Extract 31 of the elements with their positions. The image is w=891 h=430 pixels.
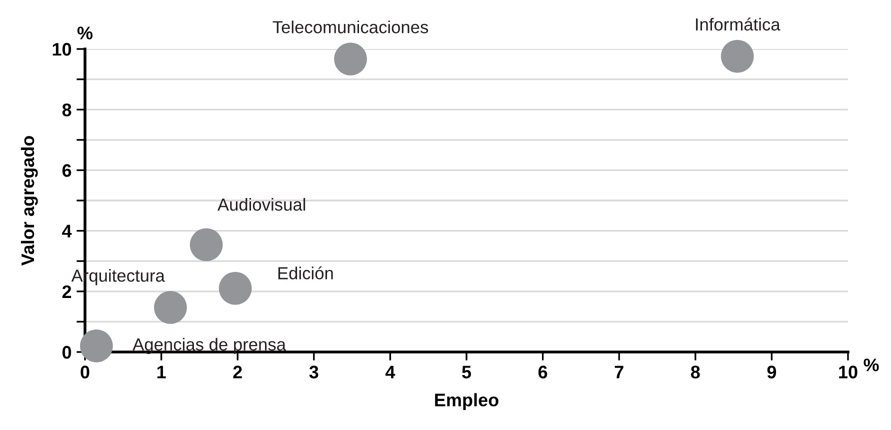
- y-tick-label: 8: [62, 104, 72, 116]
- y-tick-label: 2: [62, 285, 72, 298]
- annotation: Informática: [696, 18, 780, 31]
- y-tick-label: 0: [62, 346, 72, 359]
- point: [190, 228, 223, 262]
- point: [80, 330, 113, 362]
- text: %: [864, 358, 879, 372]
- x-tick-label: 6: [538, 366, 548, 378]
- x-tick-label: 0: [80, 366, 90, 378]
- x-tick-label: 9: [767, 366, 776, 378]
- y-tick-label: 10: [52, 42, 72, 56]
- text: %: [77, 26, 93, 40]
- annotation: Telecomunicaciones: [272, 20, 428, 34]
- point: [218, 272, 252, 305]
- x-tick-label: 8: [690, 366, 700, 378]
- y-axis-title: Valor agregado: [20, 136, 38, 266]
- x-tick-label: 4: [385, 366, 396, 378]
- x-tick-label: 2: [233, 366, 242, 378]
- point: [334, 42, 367, 76]
- y-tick-label: 4: [62, 224, 72, 238]
- x-tick-label: 3: [309, 366, 318, 378]
- y-tick-label: 6: [62, 164, 72, 177]
- point: [720, 40, 754, 73]
- x-tick-label: 5: [462, 366, 472, 378]
- point: [154, 291, 187, 324]
- x-tick-label: 7: [614, 366, 624, 378]
- annotation: Edición: [278, 266, 333, 280]
- x-axis-title: Empleo: [435, 393, 498, 410]
- x-tick-label: 1: [157, 366, 166, 378]
- annotation: Audiovisual: [217, 198, 306, 211]
- x-tick-label: 10: [839, 366, 858, 378]
